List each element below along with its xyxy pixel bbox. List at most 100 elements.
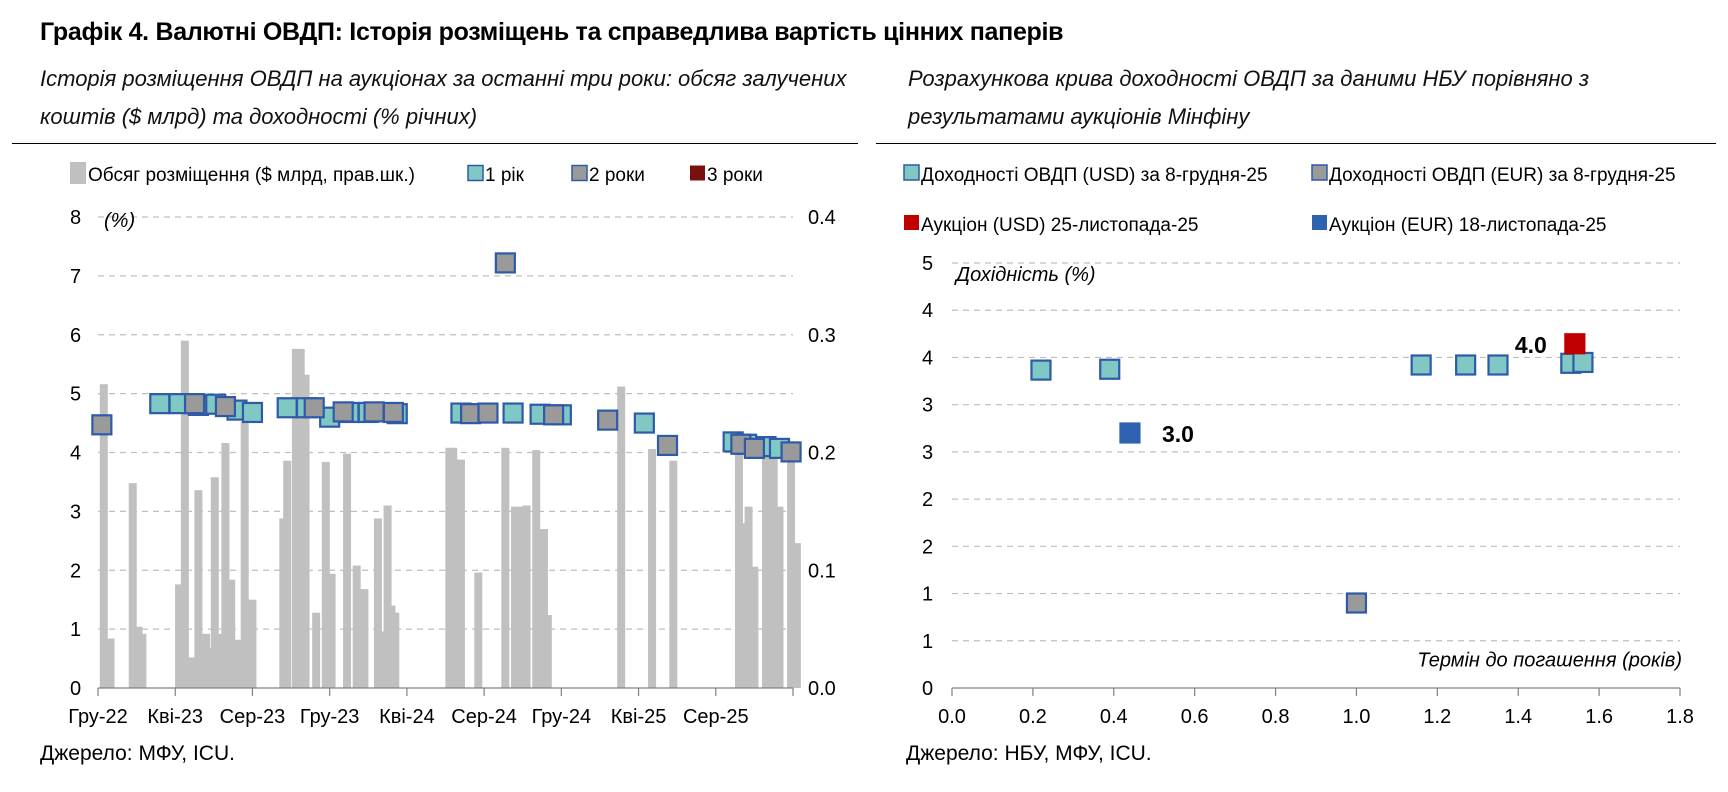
two-year-yield-marker bbox=[543, 404, 565, 426]
two-year-yield-marker bbox=[363, 401, 385, 423]
volume-bar bbox=[761, 450, 770, 688]
x-tick-label: 0.0 bbox=[938, 706, 966, 728]
volume-bar bbox=[669, 460, 678, 688]
one-year-yield-marker bbox=[633, 412, 655, 434]
usd-nbu-yield-marker bbox=[1030, 359, 1052, 381]
y-left-tick-label: 3 bbox=[70, 501, 81, 523]
y-tick-label: 0 bbox=[922, 678, 933, 700]
two-year-yield-marker bbox=[214, 395, 237, 418]
y-tick-label: 4 bbox=[922, 300, 933, 322]
y-tick-label: 1 bbox=[922, 631, 933, 653]
two-year-yield-marker bbox=[597, 409, 619, 431]
y-right-tick-label: 0.3 bbox=[808, 325, 836, 347]
volume-bar bbox=[248, 599, 257, 688]
volume-bar bbox=[352, 565, 361, 688]
eur-nbu-yield-marker bbox=[1345, 592, 1368, 614]
x-axis-label: Термін до погашення (років) bbox=[1417, 650, 1682, 672]
volume-bar bbox=[291, 348, 300, 688]
volume-bar bbox=[474, 572, 483, 688]
volume-bar bbox=[210, 477, 219, 688]
legend-label-bar: Обсяг розміщення ($ млрд, прав.шк.) bbox=[88, 165, 415, 186]
volume-bar bbox=[744, 506, 753, 688]
right-chart-subtitle: Розрахункова крива доходності ОВДП за да… bbox=[908, 60, 1708, 136]
volume-bar bbox=[738, 523, 747, 688]
volume-bar bbox=[296, 348, 305, 688]
two-year-yield-marker bbox=[780, 441, 802, 463]
x-tick-label: Гру-23 bbox=[300, 706, 360, 728]
one-year-yield-marker bbox=[149, 393, 171, 415]
volume-bar bbox=[106, 638, 115, 688]
y-left-tick-label: 4 bbox=[70, 443, 81, 465]
x-tick-label: Сер-25 bbox=[683, 706, 749, 728]
volume-bar bbox=[516, 506, 525, 688]
one-year-yield-marker bbox=[276, 397, 298, 419]
x-tick-label: Сер-24 bbox=[451, 706, 517, 728]
volume-bar bbox=[312, 612, 321, 688]
volume-bar bbox=[501, 447, 510, 688]
x-tick-label: 1.8 bbox=[1666, 706, 1694, 728]
legend-label-three_year: 3 роки bbox=[707, 165, 763, 186]
data-label-usd_auction: 4.0 bbox=[1515, 332, 1547, 358]
legend-label-usd_nbu: Доходності ОВДП (USD) за 8-грудня-25 bbox=[921, 165, 1268, 186]
legend-swatch-two_year bbox=[571, 164, 588, 182]
y-left-tick-label: 0 bbox=[70, 678, 81, 700]
volume-bar bbox=[343, 453, 352, 688]
volume-bar bbox=[775, 506, 784, 688]
volume-bar bbox=[188, 657, 197, 688]
x-tick-label: Гру-24 bbox=[532, 706, 592, 728]
volume-bar bbox=[511, 506, 519, 688]
legend-label-two_year: 2 роки bbox=[589, 165, 645, 186]
volume-bar bbox=[180, 340, 189, 688]
volume-bar bbox=[301, 374, 310, 688]
volume-bar bbox=[202, 633, 211, 688]
y-tick-label: 5 bbox=[922, 253, 933, 275]
right-source-note: Джерело: НБУ, МФУ, ICU. bbox=[906, 742, 1152, 765]
right-chart: Доходності ОВДП (USD) за 8-грудня-25 Дохо… bbox=[903, 164, 1694, 728]
y-tick-label: 1 bbox=[922, 584, 933, 606]
one-year-yield-marker bbox=[241, 401, 264, 424]
y-tick-label: 2 bbox=[922, 489, 933, 511]
volume-bar bbox=[138, 633, 147, 688]
legend-label-eur_auction: Аукціон (EUR) 18-листопада-25 bbox=[1329, 215, 1606, 236]
volume-bar bbox=[221, 443, 230, 688]
volume-bar bbox=[240, 421, 249, 688]
y-left-axis-label: (%) bbox=[104, 210, 135, 232]
two-year-yield-marker bbox=[494, 252, 516, 274]
usd-nbu-yield-marker bbox=[1410, 354, 1432, 376]
volume-bar bbox=[787, 450, 796, 688]
eur-auction-marker bbox=[1119, 422, 1141, 444]
right-subtitle-line-1: Розрахункова крива доходності ОВДП за да… bbox=[908, 66, 1590, 91]
volume-bar bbox=[617, 386, 626, 688]
one-year-yield-marker bbox=[502, 402, 524, 424]
y-left-tick-label: 5 bbox=[70, 384, 81, 406]
x-tick-label: Сер-23 bbox=[220, 706, 286, 728]
volume-bar bbox=[532, 450, 541, 688]
legend-swatch-three_year bbox=[690, 165, 705, 181]
volume-bar bbox=[539, 529, 548, 688]
x-tick-label: Кві-23 bbox=[147, 706, 203, 728]
x-tick-label: 0.4 bbox=[1100, 706, 1128, 728]
y-left-tick-label: 7 bbox=[70, 266, 81, 288]
x-tick-label: 1.2 bbox=[1423, 706, 1451, 728]
x-tick-label: 1.0 bbox=[1343, 706, 1371, 728]
volume-bar bbox=[175, 584, 184, 688]
y-tick-label: 2 bbox=[922, 536, 933, 558]
volume-bar bbox=[373, 518, 382, 688]
x-tick-label: 0.2 bbox=[1019, 706, 1047, 728]
two-year-yield-marker bbox=[656, 434, 679, 457]
volume-bar bbox=[234, 639, 243, 688]
two-year-yield-marker bbox=[183, 393, 206, 415]
y-left-tick-label: 6 bbox=[70, 325, 81, 347]
volume-bar bbox=[391, 612, 400, 688]
legend-label-usd_auction: Аукціон (USD) 25-листопада-25 bbox=[921, 215, 1198, 236]
legend-swatch-usd_nbu bbox=[903, 164, 920, 181]
legend-swatch-eur_auction bbox=[1312, 215, 1327, 230]
volume-bar bbox=[522, 505, 531, 688]
legend-swatch-usd_auction bbox=[904, 215, 919, 230]
x-tick-label: Кві-24 bbox=[379, 706, 435, 728]
left-chart: Обсяг розміщення ($ млрд, прав.шк.) 1 рік… bbox=[68, 162, 836, 728]
usd-nbu-yield-marker bbox=[1455, 354, 1477, 376]
page-title: Графік 4. Валютні ОВДП: Історія розміщен… bbox=[40, 18, 1064, 46]
volume-bar bbox=[648, 448, 657, 688]
y-tick-label: 3 bbox=[922, 395, 933, 417]
